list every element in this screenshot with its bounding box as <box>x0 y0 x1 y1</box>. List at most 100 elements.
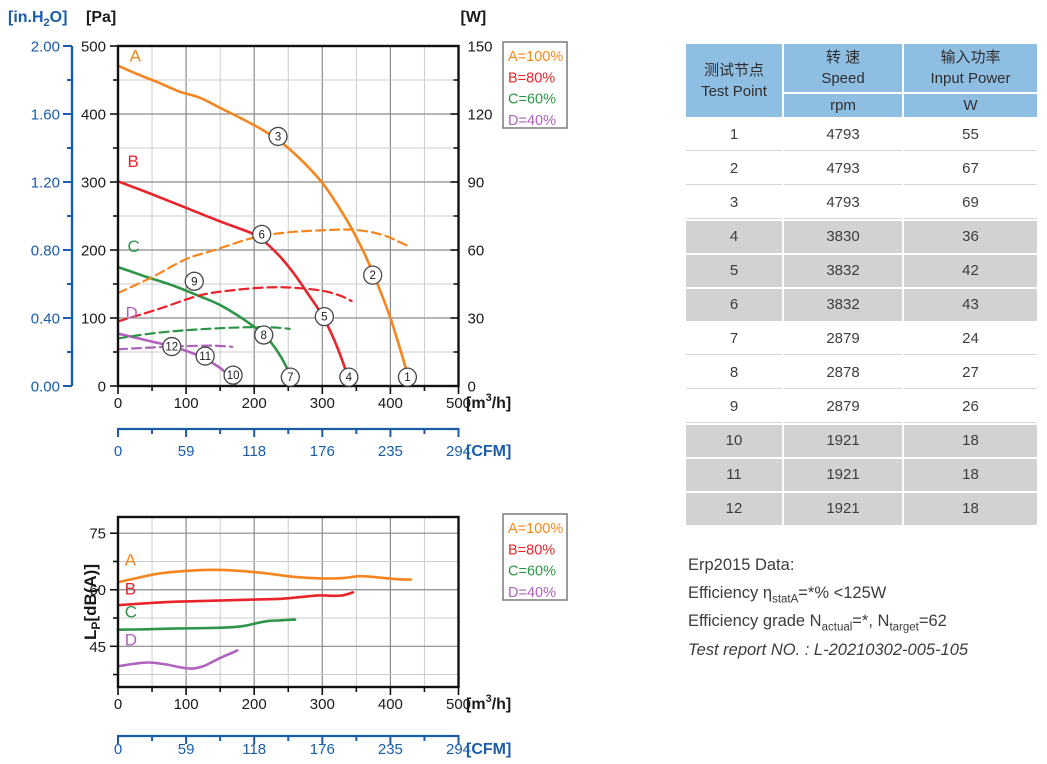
x-unit-label: [m3/h] <box>466 392 511 412</box>
erp-subscript: actual <box>821 621 853 634</box>
cfm-tick-label: 294 <box>446 443 471 460</box>
power-unit-header: W <box>904 94 1037 117</box>
x-unit-label: [m3/h] <box>466 693 511 713</box>
speed-cell: 2879 <box>784 323 902 355</box>
x-tick-label: 200 <box>242 696 267 713</box>
marker-number: 3 <box>275 131 281 143</box>
marker-number: 12 <box>165 342 178 354</box>
x-tick-label: 0 <box>114 395 122 412</box>
test-point-marker: 1 <box>397 367 418 387</box>
test-point-column-header: 测试节点 Test Point <box>686 44 782 117</box>
pa-tick-label: 100 <box>81 311 106 328</box>
erp-data-block: Erp2015 Data: Efficiency ηstatA=*% <125W… <box>688 556 968 660</box>
legend-box <box>502 41 568 129</box>
x-tick-label: 100 <box>174 696 199 713</box>
table-row: 1 4793 55 <box>686 119 1037 151</box>
curve-label-D: D <box>125 304 137 323</box>
db-tick-label: 60 <box>89 582 106 599</box>
table-row: 3 4793 69 <box>686 187 1037 219</box>
cfm-tick-label: 118 <box>242 741 266 758</box>
legend-item: C=60% <box>508 92 556 108</box>
marker-circle <box>280 367 300 387</box>
x-tick-label: 0 <box>114 696 122 713</box>
legend-item: A=100% <box>508 49 563 65</box>
cfm-tick-label: 0 <box>114 741 122 758</box>
test-point-header-cn: 测试节点 <box>703 61 764 79</box>
inh2o-tick-label: 0.40 <box>31 311 60 328</box>
cfm-tick-label: 294 <box>446 741 471 758</box>
cfm-axis: 0 59 118 176 235 294[CFM] <box>114 427 511 460</box>
w-tick-label: 90 <box>468 175 485 192</box>
inh2o-tick-label: 1.20 <box>31 175 60 192</box>
marker-circle <box>195 346 215 366</box>
legend: A=100% B=80% C=60% D=40% <box>502 41 568 129</box>
power-cell: 24 <box>904 323 1037 355</box>
erp-text-segment: =62 <box>918 612 947 631</box>
inh2o-tick-label: 0.80 <box>31 243 60 260</box>
curve-label-B: B <box>125 580 136 599</box>
speed-column-header: 转 速 Speed <box>784 44 902 92</box>
curve-B-noise <box>116 591 355 607</box>
table-row: 10 1921 18 <box>686 425 1037 457</box>
w-tick-label: 120 <box>468 107 493 124</box>
test-point-table: 测试节点 Test Point 转 速 Speed 输入功率 Input Pow… <box>684 42 1039 527</box>
erp-efficiency-line: Efficiency ηstatA=*% <125W <box>688 584 968 605</box>
power-header-cn: 输入功率 <box>940 49 1001 66</box>
pa-tick-label: 200 <box>81 243 106 260</box>
marker-circle <box>223 365 243 385</box>
test-point-cell: 12 <box>686 493 782 525</box>
test-point-marker: 7 <box>280 367 300 387</box>
speed-cell: 1921 <box>784 425 902 457</box>
table-row: 4 3830 36 <box>686 221 1037 253</box>
test-point-cell: 9 <box>686 391 782 423</box>
curve-label-C: C <box>128 237 140 256</box>
test-point-marker: 12 <box>162 336 182 357</box>
erp-text-segment: Efficiency grade N <box>688 612 822 631</box>
db-axis: 75 60 45 <box>89 526 118 676</box>
test-point-cell: 11 <box>686 459 782 491</box>
x-tick-label: 200 <box>242 395 267 412</box>
curve-A-noise <box>116 568 413 584</box>
w-tick-label: 30 <box>468 311 485 328</box>
speed-header-en: Speed <box>821 70 865 87</box>
table-row: 8 2878 27 <box>686 357 1037 389</box>
marker-number: 2 <box>369 270 375 282</box>
test-point-cell: 8 <box>686 357 782 389</box>
table-row: 5 3832 42 <box>686 255 1037 287</box>
speed-cell: 3832 <box>784 289 902 321</box>
speed-cell: 2878 <box>784 357 902 389</box>
table-row: 12 1921 18 <box>686 493 1037 525</box>
x-axis: 0 100 200 300 400 500[m3/h] <box>114 687 511 713</box>
marker-circle <box>268 126 288 147</box>
power-column-header: 输入功率 Input Power <box>904 44 1037 92</box>
marker-number: 4 <box>346 372 353 384</box>
grid <box>118 46 459 386</box>
legend-item: A=100% <box>508 521 563 537</box>
legend: A=100% B=80% C=60% D=40% <box>502 513 568 601</box>
pa-unit-label: [Pa] <box>86 9 116 26</box>
marker-circle <box>363 265 383 285</box>
db-tick-label: 45 <box>89 639 106 656</box>
test-point-cell: 1 <box>686 119 782 151</box>
power-header-en: Input Power <box>930 70 1011 87</box>
legend-item: B=80% <box>508 542 555 558</box>
power-cell: 18 <box>904 425 1037 457</box>
cfm-unit-label: [CFM] <box>466 443 511 460</box>
table-row: 2 4793 67 <box>686 153 1037 185</box>
curve-C-noise <box>116 618 297 632</box>
curve-D-power <box>116 344 234 351</box>
test-point-cell: 5 <box>686 255 782 287</box>
curve-C-power <box>116 325 291 340</box>
cfm-unit-label: [CFM] <box>466 741 511 758</box>
x-tick-label: 400 <box>378 696 403 713</box>
speed-cell: 2879 <box>784 391 902 423</box>
test-point-marker: 11 <box>195 346 215 366</box>
cfm-tick-label: 59 <box>178 443 195 460</box>
marker-number: 6 <box>258 229 264 241</box>
speed-cell: 4793 <box>784 153 902 185</box>
w-axis: 150 120 90 60 30 0 [W] <box>450 9 493 396</box>
x-tick-label: 100 <box>174 395 199 412</box>
